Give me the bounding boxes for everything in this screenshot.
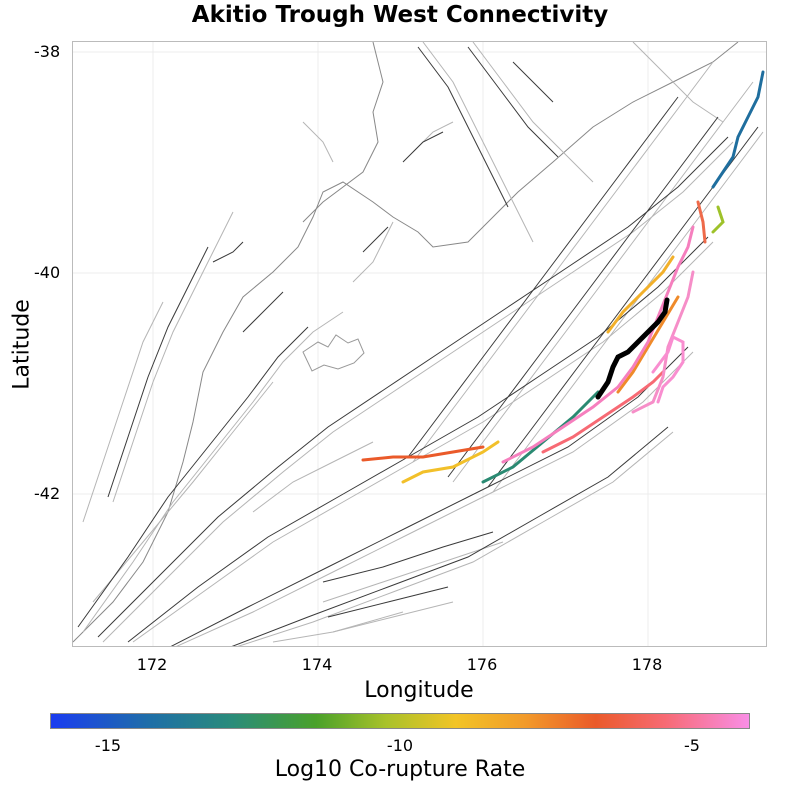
corupture-fault-pink-2 [631, 270, 695, 414]
corupture-fault-red [361, 445, 485, 462]
x-tick-label: 176 [466, 655, 498, 674]
corupture-fault-yellow [401, 440, 500, 484]
colorbar-title: Log10 Co-rupture Rate [274, 757, 526, 782]
gridlines [73, 42, 766, 646]
y-axis-title: Latitude [9, 299, 35, 390]
corupture-fault-pink-3 [651, 334, 685, 404]
x-axis-title: Longitude [364, 678, 474, 703]
corupture-faults [361, 70, 765, 484]
x-tick-label: 172 [136, 655, 168, 674]
fault-traces [77, 46, 759, 646]
corupture-fault-orange [616, 295, 680, 394]
y-tick-label: -40 [34, 263, 61, 282]
corupture-fault-red-2 [696, 200, 707, 244]
corupture-fault-pink [501, 225, 695, 464]
x-tick-label: 174 [301, 655, 333, 674]
target-fault-akitio-trough-west[interactable] [595, 297, 670, 400]
y-tick-label: -38 [34, 42, 61, 61]
corupture-fault-salmon [541, 370, 665, 454]
colorbar-tick-label: -10 [386, 736, 414, 755]
fault-map [73, 42, 766, 646]
colorbar-tick-label: -15 [94, 736, 122, 755]
colorbar-tick-label: -5 [684, 736, 700, 755]
coastline-lake [302, 334, 365, 372]
coastline-north [302, 42, 384, 223]
map-plot-area[interactable] [72, 41, 767, 647]
corupture-fault-yellow-2 [606, 255, 675, 334]
y-tick-label: -42 [34, 484, 61, 503]
coastline [73, 42, 739, 643]
colorbar [50, 713, 750, 729]
corupture-fault-blue [711, 70, 765, 189]
map-title: Akitio Trough West Connectivity [191, 2, 609, 28]
x-tick-label: 178 [631, 655, 663, 674]
corupture-fault-lime [711, 205, 725, 234]
fault-patches [82, 42, 764, 646]
